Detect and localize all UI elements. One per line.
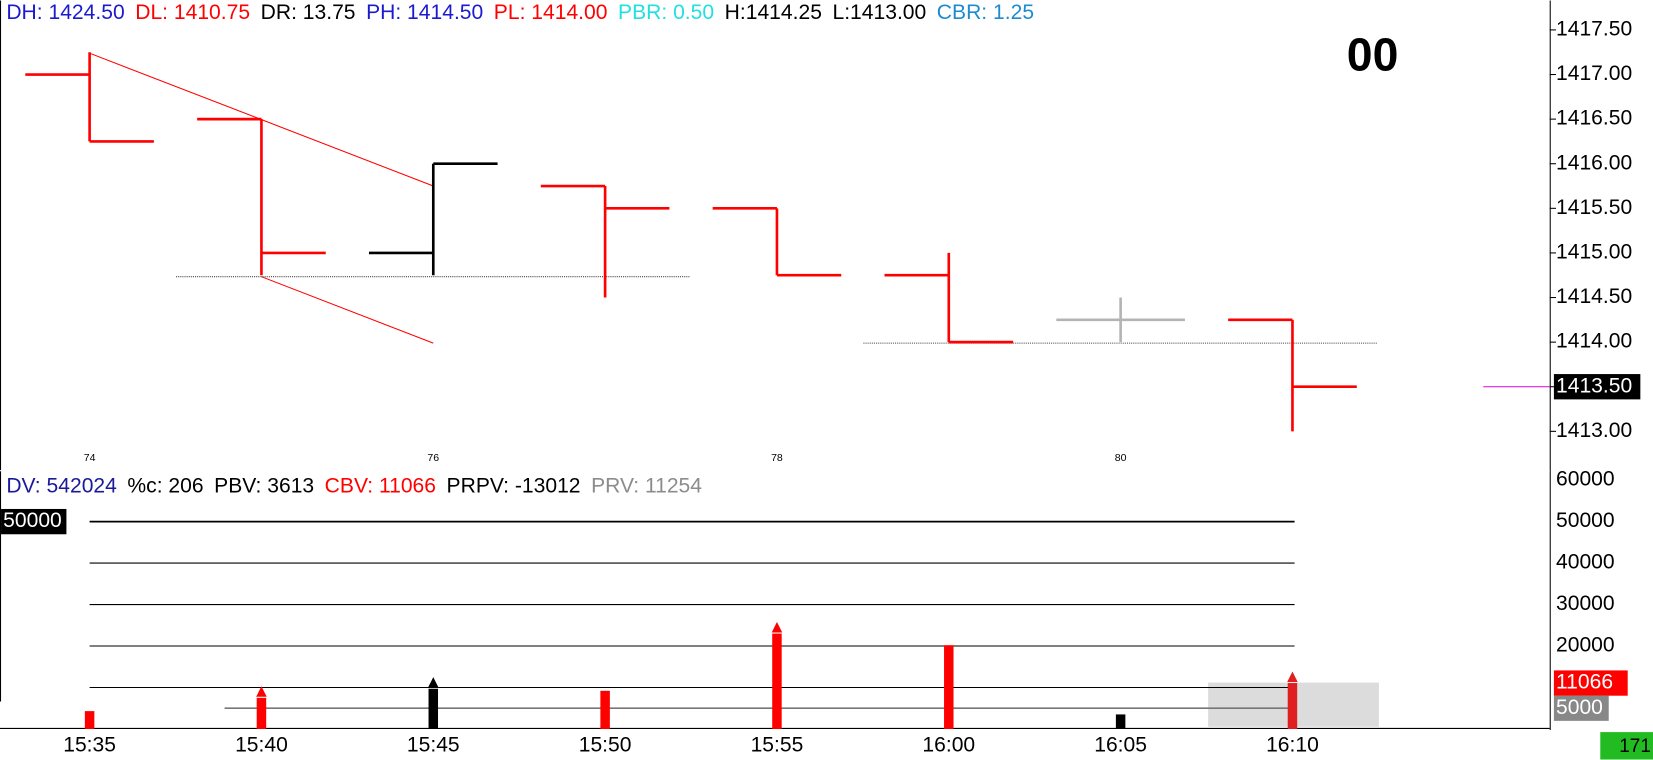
y-tick-label: 40000 — [1556, 551, 1615, 574]
average-box — [1553, 695, 1609, 721]
volume-bar — [256, 697, 267, 729]
y-tick-label: 50000 — [1556, 509, 1615, 532]
y-tick-label: 30000 — [1556, 592, 1615, 615]
up-marker — [428, 677, 439, 688]
stat: L:1413.00 — [832, 1, 926, 24]
stat: CBR: 1.25 — [937, 1, 1034, 24]
bar-number: 78 — [771, 452, 783, 464]
last-price-label: 1413.50 — [1556, 374, 1632, 397]
stat: PBV: 3613 — [214, 474, 314, 497]
volume-bar — [428, 688, 439, 729]
volume-bar — [84, 711, 95, 729]
reference-box — [1, 508, 67, 535]
x-tick-label: 16:05 — [1094, 733, 1147, 756]
y-tick-label: 1415.00 — [1556, 240, 1632, 263]
y-tick-label: 20000 — [1556, 634, 1615, 657]
y-tick-label: 1417.50 — [1556, 17, 1632, 40]
stat: PRPV: -13012 — [447, 474, 581, 497]
up-marker — [1287, 671, 1298, 683]
up-marker — [256, 686, 267, 697]
volume-bar — [1115, 714, 1126, 729]
stats-line: DV: 542024 %c: 206 PBV: 3613 CBV: 11066 PRPV… — [6, 474, 702, 497]
stat: DH: 1424.50 — [6, 1, 124, 24]
volume-bar — [772, 633, 782, 729]
stat: CBV: 11066 — [325, 474, 436, 497]
y-tick-label: 1413.00 — [1556, 419, 1632, 442]
average-label: 5000 — [1556, 696, 1603, 719]
stat: PRV: 11254 — [591, 474, 702, 497]
stat: PBR: 0.50 — [618, 1, 714, 24]
badge-box — [1600, 732, 1653, 760]
x-tick-label: 15:35 — [63, 733, 116, 756]
bar-number: 80 — [1115, 452, 1127, 464]
corner-badge: 171 — [1619, 736, 1651, 757]
y-tick-label: 1415.50 — [1556, 196, 1632, 219]
x-tick-label: 16:00 — [922, 733, 975, 756]
bar-number: 74 — [84, 452, 96, 464]
x-tick-label: 15:40 — [235, 733, 288, 756]
volume-bar — [600, 690, 610, 729]
y-tick-label: 1414.00 — [1556, 330, 1632, 353]
stat: DL: 1410.75 — [135, 1, 250, 24]
stat: DV: 542024 — [6, 474, 117, 497]
x-tick-label: 16:10 — [1266, 733, 1319, 756]
last-price-box — [1553, 374, 1641, 400]
stats-line: DH: 1424.50 DL: 1410.75 DR: 13.75 PH: 1414.… — [6, 1, 1034, 24]
y-tick-label: 1414.50 — [1556, 285, 1632, 308]
last-volume-label: 11066 — [1556, 671, 1613, 694]
x-tick-label: 15:45 — [407, 733, 460, 756]
up-marker — [771, 621, 783, 633]
reference-label: 50000 — [3, 509, 62, 532]
last-volume-box — [1553, 670, 1628, 696]
trend-line — [261, 276, 434, 344]
stat: %c: 206 — [127, 474, 203, 497]
stat: H:1414.25 — [725, 1, 822, 24]
countdown: 00 — [1347, 29, 1399, 81]
volume-bar — [1287, 683, 1298, 729]
stat: PL: 1414.00 — [494, 1, 608, 24]
stat: DR: 13.75 — [261, 1, 356, 24]
y-tick-label: 60000 — [1556, 468, 1615, 491]
x-tick-label: 15:50 — [579, 733, 632, 756]
bar-number: 76 — [427, 452, 439, 464]
stat: PH: 1414.50 — [366, 1, 483, 24]
y-tick-label: 1416.50 — [1556, 107, 1632, 130]
x-tick-label: 15:55 — [751, 733, 804, 756]
volume-bar — [944, 645, 954, 729]
y-tick-label: 1416.00 — [1556, 151, 1632, 174]
y-tick-label: 1417.00 — [1556, 62, 1632, 85]
